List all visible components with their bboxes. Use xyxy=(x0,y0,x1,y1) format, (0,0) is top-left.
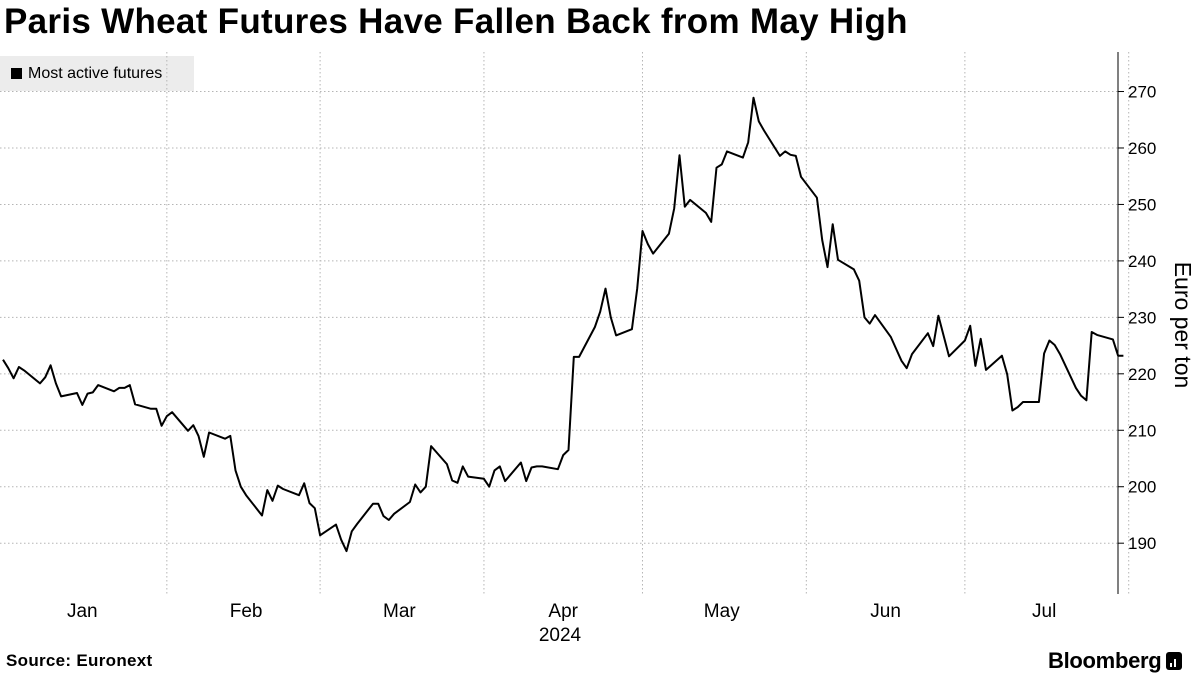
legend: Most active futures xyxy=(0,56,194,91)
y-tick-label-220: 220 xyxy=(1128,365,1156,384)
series-line-most-active-futures xyxy=(2,96,1124,553)
legend-swatch xyxy=(11,68,22,79)
y-tick-label-270: 270 xyxy=(1128,83,1156,102)
gridlines xyxy=(0,91,1118,544)
y-tick-label-200: 200 xyxy=(1128,478,1156,497)
brand-logo: Bloomberg xyxy=(1048,648,1183,674)
x-gridlines xyxy=(166,52,1130,594)
y-tick-label-190: 190 xyxy=(1128,534,1156,553)
y-tick-label-210: 210 xyxy=(1128,421,1156,440)
y-tick-label-240: 240 xyxy=(1128,252,1156,271)
x-tick-label-mar: Mar xyxy=(383,601,416,622)
x-tick-label-feb: Feb xyxy=(230,601,263,622)
y-axis-ticks: 190 200 210 220 230 240 250 260 270 xyxy=(1118,83,1156,553)
legend-label: Most active futures xyxy=(28,64,163,82)
x-tick-label-jun: Jun xyxy=(870,601,901,622)
x-tick-label-may: May xyxy=(704,601,740,622)
x-axis-ticks: Jan Feb Mar Apr May Jun Jul xyxy=(67,601,1056,622)
y-tick-label-260: 260 xyxy=(1128,139,1156,158)
brand-wordmark: Bloomberg xyxy=(1048,648,1162,673)
y-axis-label: Euro per ton xyxy=(1170,262,1196,389)
x-axis-year-label: 2024 xyxy=(539,625,582,646)
chart-title: Paris Wheat Futures Have Fallen Back fro… xyxy=(4,2,908,41)
y-tick-label-230: 230 xyxy=(1128,308,1156,327)
y-tick-label-250: 250 xyxy=(1128,195,1156,214)
x-tick-label-apr: Apr xyxy=(548,601,578,622)
x-tick-label-jul: Jul xyxy=(1032,601,1056,622)
terminal-icon xyxy=(1166,652,1183,670)
x-tick-label-jan: Jan xyxy=(67,601,98,622)
source-note: Source: Euronext xyxy=(6,651,153,670)
